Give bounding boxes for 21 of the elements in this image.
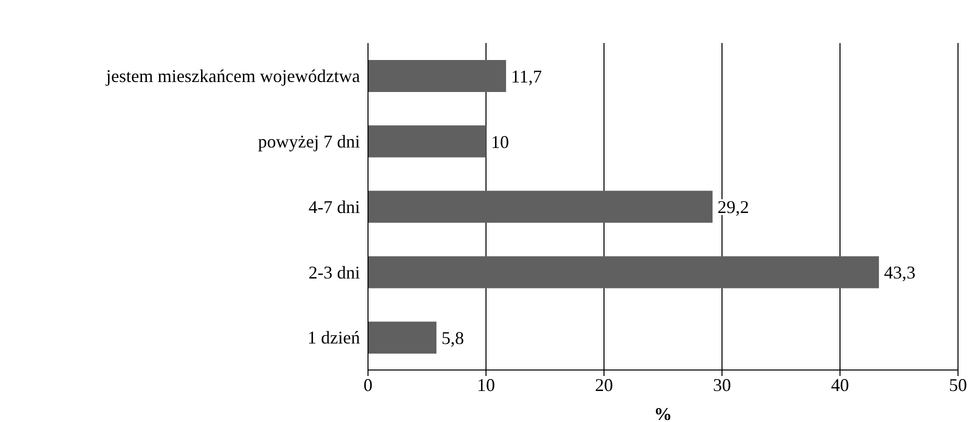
y-tick-label: jestem mieszkańcem województwa [105, 66, 360, 86]
y-tick-label: 2-3 dni [308, 262, 360, 282]
bar [368, 256, 879, 288]
x-tick-label: 40 [831, 374, 849, 395]
y-tick-label: powyżej 7 dni [258, 131, 360, 152]
y-tick-label: 4-7 dni [308, 196, 360, 217]
y-tick-label: 1 dzień [308, 328, 360, 348]
x-tick-label: 10 [477, 374, 495, 395]
data-label: 5,8 [441, 328, 464, 348]
x-axis-title: % [654, 404, 672, 422]
x-tick-label: 20 [595, 374, 613, 395]
bar [368, 60, 506, 92]
bar [368, 125, 486, 158]
x-tick-label: 0 [364, 374, 372, 395]
bar [368, 322, 436, 354]
data-label: 11,7 [511, 66, 542, 86]
x-tick-label: 30 [713, 374, 731, 395]
data-label: 43,3 [884, 262, 916, 283]
data-label: 10 [491, 132, 509, 152]
bar [368, 190, 713, 223]
x-tick-label: 50 [949, 374, 967, 395]
